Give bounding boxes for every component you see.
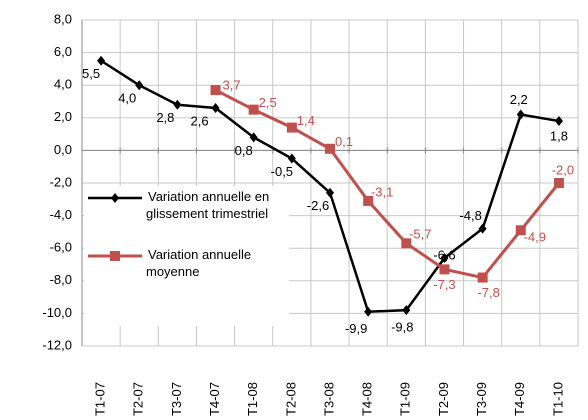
data-label: 5,5 [82, 66, 100, 81]
x-tick-label: T4-07 [207, 382, 222, 416]
data-label: -0,5 [271, 164, 293, 179]
data-label: -2,6 [307, 198, 329, 213]
point [210, 85, 221, 96]
legend-marker [111, 193, 119, 203]
point [287, 153, 296, 164]
data-label: 1,4 [297, 113, 315, 128]
data-label: 2,5 [259, 95, 277, 110]
point [326, 187, 334, 198]
point [477, 272, 488, 283]
x-tick-label: T2-09 [436, 382, 451, 416]
x-tick-label: T1-09 [398, 382, 413, 416]
x-tick-label: T3-09 [474, 382, 489, 416]
y-tick-label: -6,0 [50, 240, 72, 255]
x-tick-label: T1-08 [245, 382, 260, 416]
data-label: -9,9 [345, 321, 367, 336]
x-tick-label: T1-10 [550, 382, 565, 416]
point [478, 223, 487, 234]
legend-label: Variation annuelle en glissement trimestr… [146, 189, 269, 221]
data-label: -5,7 [409, 227, 431, 242]
y-tick-label: 2,0 [54, 109, 72, 124]
data-label: 2,6 [190, 113, 208, 128]
point [286, 122, 297, 133]
point [211, 103, 220, 114]
point [439, 264, 450, 275]
data-label: -2,0 [552, 162, 574, 177]
data-label: 0,1 [335, 134, 353, 149]
y-tick-label: -4,0 [50, 207, 72, 222]
x-tick-label: T1-07 [93, 382, 108, 416]
y-tick-label: -2,0 [50, 174, 72, 189]
y-tick-label: -10,0 [42, 305, 72, 320]
y-tick-label: -12,0 [42, 337, 72, 352]
point [325, 143, 335, 154]
x-tick-label: T3-07 [169, 382, 184, 416]
data-label: -9,8 [391, 320, 413, 335]
point [516, 109, 525, 120]
data-label: 3,7 [222, 78, 240, 93]
point [249, 132, 258, 143]
data-label: -7,3 [433, 277, 455, 292]
series-line [214, 88, 561, 280]
x-tick-label: T4-08 [360, 382, 375, 416]
x-tick-label: T2-08 [283, 382, 298, 416]
data-label: -3,1 [371, 184, 393, 199]
point [515, 225, 526, 236]
x-tick-label: T3-08 [321, 382, 336, 416]
data-label: 2,8 [156, 110, 174, 125]
data-label: -7,8 [477, 285, 499, 300]
point [554, 116, 563, 127]
y-tick-label: 4,0 [54, 77, 72, 92]
x-tick-label: T2-07 [131, 382, 146, 416]
data-label: -4,9 [524, 230, 546, 245]
point [401, 238, 412, 249]
point [135, 80, 144, 91]
legend-marker [110, 251, 120, 261]
data-label: 1,8 [550, 128, 568, 143]
point [440, 252, 449, 263]
y-tick-label: -8,0 [50, 272, 72, 287]
point [364, 306, 373, 317]
point [363, 195, 374, 206]
data-label: 2,2 [510, 92, 528, 107]
y-tick-label: 0,0 [54, 142, 72, 157]
y-tick-label: 6,0 [54, 44, 72, 59]
point [402, 305, 411, 316]
data-label: -4,8 [459, 208, 481, 223]
point [97, 55, 106, 66]
point [553, 178, 564, 188]
data-label: 0,8 [235, 143, 253, 158]
x-tick-label: T4-09 [512, 382, 527, 416]
data-label: -6,6 [433, 247, 455, 262]
data-label: 4,0 [118, 91, 136, 106]
point [173, 99, 182, 110]
point [248, 104, 259, 115]
y-tick-label: 8,0 [54, 11, 72, 26]
legend-label: Variation annuelle moyenne [146, 247, 251, 279]
